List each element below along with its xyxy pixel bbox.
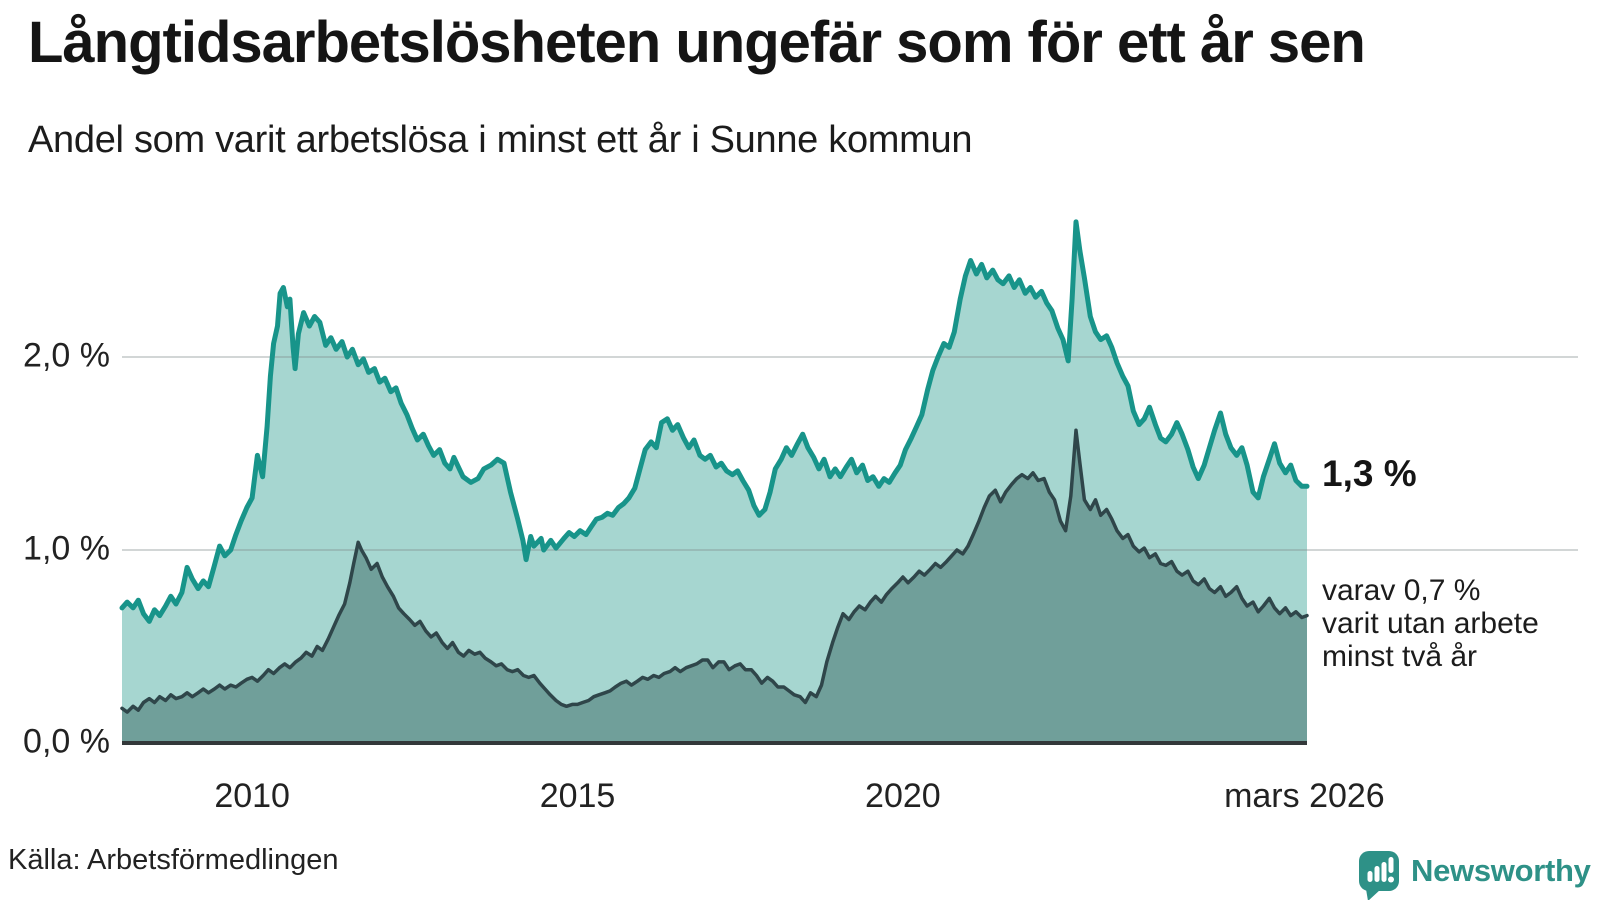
- x-axis-label-2015: 2015: [539, 777, 616, 815]
- x-axis-label-2010: 2010: [214, 777, 290, 815]
- newsworthy-logo-icon: [1359, 851, 1399, 900]
- newsworthy-logo-text: Newsworthy: [1411, 853, 1591, 888]
- x-axis-label-2020: 2020: [865, 777, 941, 815]
- x-axis-label-mars-2026: mars 2026: [1224, 777, 1385, 815]
- y-axis-label-1: 1,0 %: [23, 529, 110, 568]
- subset-annotation-line-3: minst två år: [1322, 640, 1478, 673]
- bar-chart-icon: [1367, 857, 1394, 883]
- source-label: Källa: Arbetsförmedlingen: [8, 844, 339, 876]
- y-axis-label-2: 2,0 %: [23, 336, 110, 375]
- subset-annotation-line-1: varav 0,7 %: [1322, 574, 1481, 607]
- newsworthy-logo: Newsworthy: [1358, 850, 1591, 900]
- latest-value-label: 1,3 %: [1322, 453, 1417, 494]
- chart-subtitle: Andel som varit arbetslösa i minst ett å…: [28, 119, 973, 161]
- y-axis-label-0: 0,0 %: [23, 722, 110, 761]
- subset-annotation: varav 0,7 % varit utan arbete minst två …: [1322, 574, 1539, 673]
- page-title: Långtidsarbetslösheten ungefär som för e…: [28, 10, 1366, 75]
- subset-annotation-line-2: varit utan arbete: [1322, 607, 1539, 640]
